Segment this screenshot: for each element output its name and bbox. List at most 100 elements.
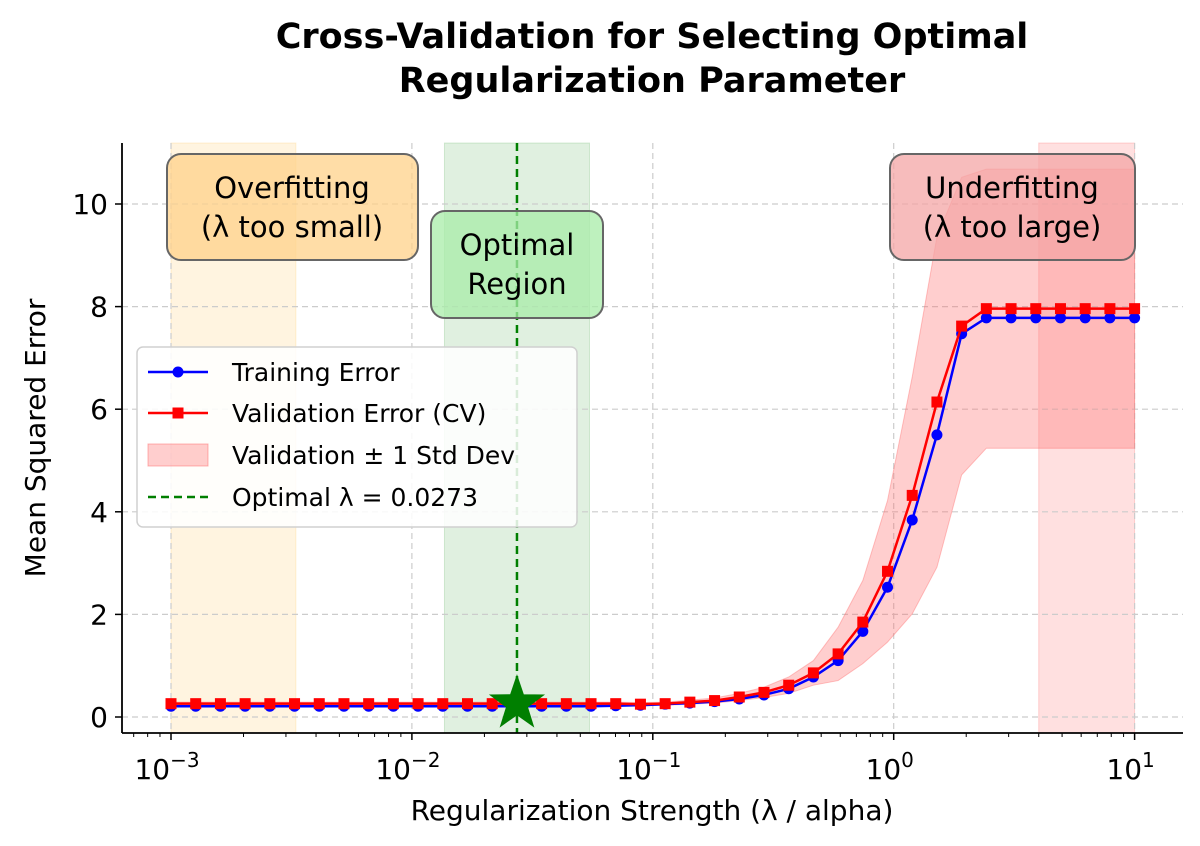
annotation-text: Optimal: [460, 228, 575, 262]
validation-point: [906, 489, 918, 501]
legend-entry-label: Validation Error (CV): [232, 399, 486, 428]
validation-point: [857, 616, 869, 628]
x-tick-exponent: −3: [170, 748, 199, 772]
x-tick-exponent: −1: [652, 748, 681, 772]
validation-point: [338, 698, 350, 710]
annotation-text: (λ too small): [201, 210, 383, 244]
validation-point: [461, 698, 473, 710]
x-tick-base: 10: [616, 753, 652, 786]
legend-training-marker: [172, 366, 184, 378]
x-tick-label: 10−2: [375, 748, 440, 786]
legend-band-swatch: [147, 443, 209, 467]
x-tick-label: 10−1: [616, 748, 681, 786]
annotation-box: [889, 153, 1136, 261]
annotation-text: Underfitting: [925, 171, 1099, 205]
y-axis-label: Mean Squared Error: [19, 298, 52, 577]
annotation-underfitting: Underfitting (λ too large): [889, 153, 1136, 261]
validation-point: [733, 691, 745, 703]
validation-point: [758, 686, 770, 698]
validation-point: [289, 698, 301, 710]
chart-title-line-1: Cross-Validation for Selecting Optimal: [276, 17, 1029, 57]
validation-point: [313, 698, 325, 710]
training-point: [1030, 312, 1042, 324]
validation-point: [412, 698, 424, 710]
y-tick-label: 10: [72, 188, 108, 221]
optimal-star-marker: [488, 674, 546, 728]
series-group: [165, 303, 1141, 728]
validation-point: [1054, 303, 1066, 315]
training-point: [857, 625, 869, 637]
validation-point: [585, 698, 597, 710]
y-tick-label: 2: [90, 598, 108, 631]
x-tick-exponent: −2: [411, 748, 440, 772]
validation-point: [610, 698, 622, 710]
validation-point: [1079, 303, 1091, 315]
validation-point: [956, 320, 968, 332]
validation-point: [387, 698, 399, 710]
y-tick-label: 6: [90, 393, 108, 426]
annotation-box: [430, 210, 604, 319]
validation-point: [659, 698, 671, 710]
legend-entry-label: Training Error: [231, 358, 400, 387]
training-point: [1129, 312, 1141, 324]
validation-point: [783, 679, 795, 691]
annotation-overfitting: Overfitting (λ too small): [166, 153, 419, 261]
validation-point: [239, 698, 251, 710]
validation-point: [437, 698, 449, 710]
validation-point: [190, 698, 202, 710]
annotation-box: [166, 153, 419, 261]
x-tick-exponent: 1: [1142, 748, 1155, 772]
x-tick-base: 10: [375, 753, 411, 786]
y-tick-label: 8: [90, 291, 108, 324]
validation-point: [486, 698, 498, 710]
validation-point: [560, 698, 572, 710]
legend-entry-label: Validation ± 1 Std Dev: [232, 441, 515, 470]
validation-point: [634, 698, 646, 710]
validation-point: [1030, 303, 1042, 315]
legend: Training Error Validation Error (CV) Valid…: [136, 346, 578, 528]
legend-validation-marker: [172, 407, 184, 419]
legend-entry-label: Optimal λ = 0.0273: [232, 483, 478, 512]
y-tick-label: 4: [90, 496, 108, 529]
training-point: [906, 514, 918, 526]
validation-point: [931, 396, 943, 408]
validation-point: [1005, 303, 1017, 315]
validation-point: [214, 698, 226, 710]
training-point: [1054, 312, 1066, 324]
training-point: [1005, 312, 1017, 324]
training-point: [980, 312, 992, 324]
y-tick-label: 0: [90, 701, 108, 734]
legend-box: [136, 346, 578, 528]
validation-point: [165, 698, 177, 710]
series-validation: [165, 303, 1141, 710]
training-point: [882, 581, 894, 593]
validation-point: [832, 648, 844, 660]
x-tick-base: 10: [866, 753, 902, 786]
validation-point: [709, 695, 721, 707]
annotation-text: Region: [467, 267, 566, 301]
annotation-optimal: Optimal Region: [430, 210, 604, 319]
annotations: Overfitting (λ too small) Optimal Region Und…: [166, 153, 1136, 319]
chart-title-line-2: Regularization Parameter: [399, 61, 906, 101]
validation-point: [536, 698, 548, 710]
x-tick-base: 10: [1106, 753, 1142, 786]
x-tick-exponent: 0: [901, 748, 914, 772]
series-line: [171, 307, 1135, 706]
training-point: [931, 429, 943, 441]
x-tick-label: 10−3: [134, 748, 199, 786]
validation-point: [1129, 303, 1141, 315]
validation-point: [684, 696, 696, 708]
validation-point: [1104, 303, 1116, 315]
x-tick-label: 101: [1106, 748, 1154, 786]
validation-point: [980, 303, 992, 315]
validation-point: [363, 698, 375, 710]
validation-point: [882, 565, 894, 577]
validation-point: [807, 667, 819, 679]
x-tick-label: 100: [866, 748, 914, 786]
x-tick-base: 10: [134, 753, 170, 786]
annotation-text: (λ too large): [923, 210, 1102, 244]
x-axis-label: Regularization Strength (λ / alpha): [411, 794, 894, 827]
training-point: [1104, 312, 1116, 324]
training-point: [1079, 312, 1091, 324]
